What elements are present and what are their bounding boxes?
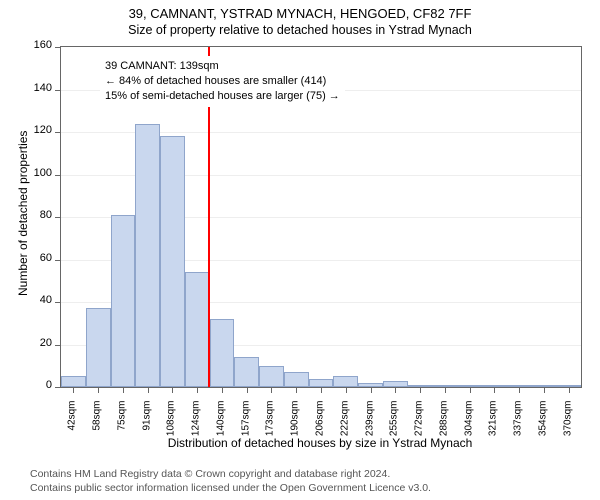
xtick-label: 173sqm	[265, 401, 276, 451]
histogram-bar	[284, 372, 309, 387]
histogram-bar	[160, 136, 185, 387]
ytick-label: 160	[24, 39, 52, 51]
ytick-mark	[55, 132, 61, 133]
xtick-mark	[73, 387, 74, 393]
xtick-label: 272sqm	[414, 401, 425, 451]
ytick-label: 120	[24, 124, 52, 136]
xtick-mark	[247, 387, 248, 393]
annotation-line: ← 84% of detached houses are smaller (41…	[105, 74, 340, 89]
xtick-label: 206sqm	[315, 401, 326, 451]
chart-container: { "chart": { "type": "histogram", "title…	[0, 0, 600, 500]
xtick-label: 354sqm	[537, 401, 548, 451]
xtick-mark	[519, 387, 520, 393]
xtick-mark	[395, 387, 396, 393]
xtick-mark	[494, 387, 495, 393]
xtick-label: 157sqm	[240, 401, 251, 451]
histogram-bar	[111, 215, 136, 387]
xtick-label: 321sqm	[488, 401, 499, 451]
xtick-label: 75sqm	[116, 401, 127, 451]
xtick-mark	[296, 387, 297, 393]
xtick-label: 91sqm	[141, 401, 152, 451]
chart-title: 39, CAMNANT, YSTRAD MYNACH, HENGOED, CF8…	[0, 0, 600, 21]
histogram-bar	[234, 357, 259, 387]
xtick-mark	[197, 387, 198, 393]
xtick-mark	[569, 387, 570, 393]
xtick-label: 288sqm	[438, 401, 449, 451]
footer-line-1: Contains HM Land Registry data © Crown c…	[30, 468, 390, 480]
ytick-label: 60	[24, 252, 52, 264]
xtick-mark	[544, 387, 545, 393]
ytick-mark	[55, 260, 61, 261]
histogram-bar	[135, 124, 160, 388]
histogram-bar	[259, 366, 284, 387]
xtick-label: 124sqm	[191, 401, 202, 451]
ytick-mark	[55, 302, 61, 303]
xtick-label: 222sqm	[339, 401, 350, 451]
xtick-mark	[123, 387, 124, 393]
xtick-label: 255sqm	[389, 401, 400, 451]
xtick-mark	[346, 387, 347, 393]
annotation-line: 15% of semi-detached houses are larger (…	[105, 89, 340, 104]
xtick-label: 42sqm	[67, 401, 78, 451]
xtick-label: 140sqm	[215, 401, 226, 451]
xtick-mark	[470, 387, 471, 393]
ytick-label: 140	[24, 82, 52, 94]
ytick-label: 0	[24, 379, 52, 391]
xtick-label: 337sqm	[513, 401, 524, 451]
xtick-label: 370sqm	[562, 401, 573, 451]
xtick-label: 58sqm	[92, 401, 103, 451]
xtick-mark	[445, 387, 446, 393]
annotation-line: 39 CAMNANT: 139sqm	[105, 59, 340, 74]
xtick-mark	[321, 387, 322, 393]
ytick-label: 20	[24, 337, 52, 349]
ytick-mark	[55, 345, 61, 346]
ytick-mark	[55, 217, 61, 218]
xtick-label: 190sqm	[290, 401, 301, 451]
histogram-bar	[185, 272, 210, 387]
xtick-mark	[148, 387, 149, 393]
xtick-label: 304sqm	[463, 401, 474, 451]
xtick-mark	[222, 387, 223, 393]
xtick-mark	[172, 387, 173, 393]
xtick-mark	[420, 387, 421, 393]
chart-subtitle: Size of property relative to detached ho…	[0, 21, 600, 37]
ytick-label: 40	[24, 294, 52, 306]
ytick-label: 80	[24, 209, 52, 221]
histogram-bar	[309, 379, 334, 388]
histogram-bar	[333, 376, 358, 387]
ytick-mark	[55, 175, 61, 176]
histogram-bar	[86, 308, 111, 387]
ytick-mark	[55, 90, 61, 91]
ytick-mark	[55, 387, 61, 388]
histogram-bar	[210, 319, 235, 387]
annotation-box: 39 CAMNANT: 139sqm← 84% of detached hous…	[100, 56, 345, 107]
xtick-label: 239sqm	[364, 401, 375, 451]
ytick-mark	[55, 47, 61, 48]
footer-line-2: Contains public sector information licen…	[30, 482, 431, 494]
xtick-label: 108sqm	[166, 401, 177, 451]
ytick-label: 100	[24, 167, 52, 179]
xtick-mark	[371, 387, 372, 393]
xtick-mark	[271, 387, 272, 393]
histogram-bar	[61, 376, 86, 387]
xtick-mark	[98, 387, 99, 393]
